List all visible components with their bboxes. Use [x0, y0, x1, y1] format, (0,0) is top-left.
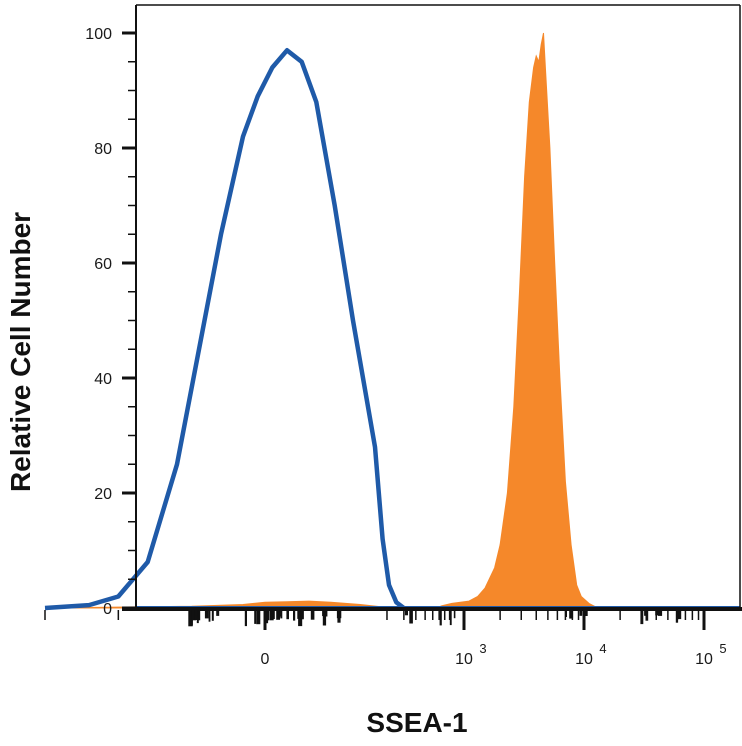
x-tick-exponent: 3 — [479, 641, 486, 656]
x-tick-label: 10 — [455, 651, 473, 668]
x-rug-mark — [293, 610, 296, 621]
x-rug-mark — [244, 610, 247, 627]
x-rug-mark — [565, 610, 567, 617]
x-axis: 0 10 3 10 4 10 5 — [44, 610, 727, 668]
x-rug-mark — [254, 610, 257, 624]
y-axis-title: Relative Cell Number — [5, 212, 36, 492]
x-rug-mark — [449, 610, 452, 626]
x-rug-mark — [579, 610, 583, 616]
x-rug-mark — [640, 610, 644, 625]
y-axis: 0 20 40 60 80 100 — [85, 26, 136, 618]
series-0-area — [44, 32, 598, 609]
x-rug-mark — [300, 610, 304, 620]
x-rug-mark — [188, 610, 193, 627]
y-tick-label: 0 — [103, 601, 112, 618]
x-axis-title: SSEA-1 — [366, 707, 467, 738]
x-tick-exponent: 4 — [599, 641, 606, 656]
y-tick-label: 80 — [94, 141, 112, 158]
x-rug-mark — [439, 610, 442, 626]
x-rug-mark — [645, 610, 649, 621]
x-rug-mark — [658, 610, 663, 616]
x-rug-mark — [272, 610, 275, 619]
x-rug-mark — [322, 610, 327, 626]
x-rug-mark — [267, 610, 270, 621]
x-rug-mark — [256, 610, 261, 625]
x-rug-mark — [569, 610, 574, 619]
series-layer — [44, 32, 740, 611]
x-rug-mark — [453, 610, 456, 619]
x-axis-rug — [188, 610, 682, 627]
y-tick-label: 100 — [85, 26, 112, 43]
x-rug-mark — [676, 610, 682, 620]
x-rug-mark — [298, 610, 303, 627]
x-rug-mark — [279, 610, 282, 617]
x-rug-mark — [191, 610, 196, 621]
series-1-line — [44, 48, 406, 611]
x-tick-exponent: 5 — [719, 641, 726, 656]
x-rug-mark — [644, 610, 647, 616]
y-tick-label: 40 — [94, 371, 112, 388]
x-rug-mark — [216, 610, 220, 616]
x-rug-mark — [336, 610, 342, 619]
x-rug-mark — [655, 610, 659, 616]
x-rug-mark — [264, 610, 269, 624]
x-rug-mark — [675, 610, 679, 623]
x-rug-mark — [585, 610, 588, 616]
x-tick-label: 10 — [695, 651, 713, 668]
x-rug-mark — [286, 610, 289, 620]
x-tick-label: 10 — [575, 651, 593, 668]
x-rug-mark — [269, 610, 274, 621]
y-tick-label: 60 — [94, 256, 112, 273]
x-rug-mark — [404, 610, 408, 616]
y-tick-label: 20 — [94, 486, 112, 503]
x-rug-mark — [194, 610, 198, 620]
x-rug-mark — [211, 610, 214, 621]
x-rug-mark — [208, 610, 211, 622]
x-rug-mark — [310, 610, 315, 620]
plot-frame — [122, 4, 742, 611]
x-rug-mark — [323, 610, 328, 617]
x-rug-mark — [276, 610, 280, 620]
x-rug-mark — [409, 610, 413, 624]
x-rug-mark — [204, 610, 209, 619]
x-tick-label: 0 — [261, 651, 270, 668]
